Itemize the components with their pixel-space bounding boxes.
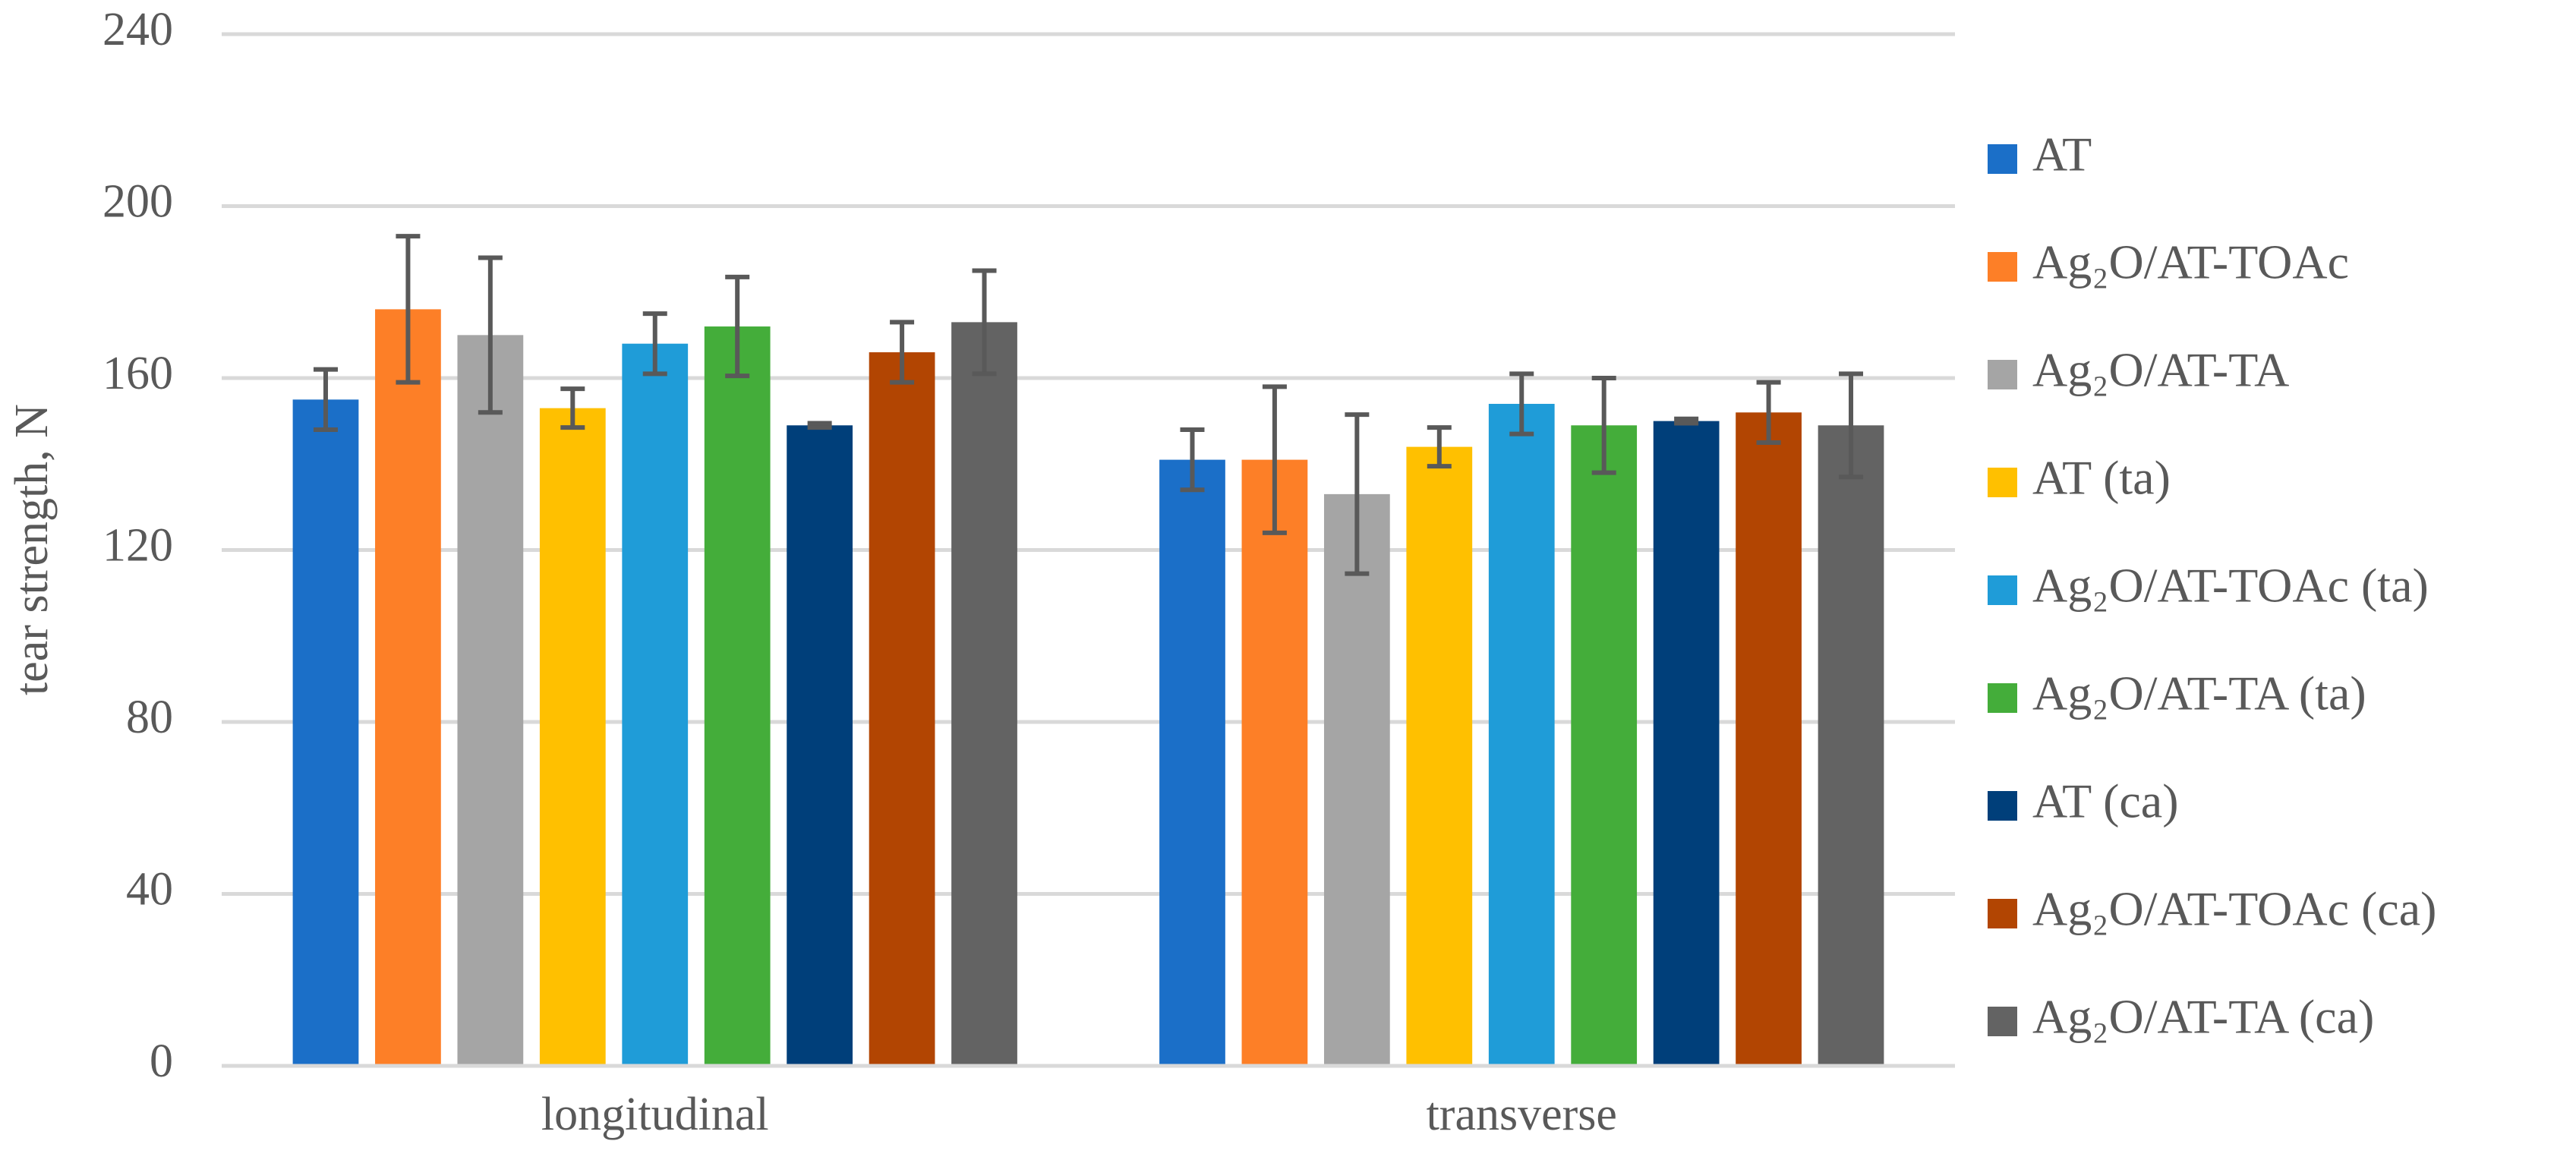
legend-swatch [1988, 683, 2017, 713]
legend-label: AT [2032, 128, 2092, 181]
error-bar [1345, 412, 1370, 576]
legend-label: AT (ca) [2032, 774, 2179, 828]
y-tick-label: 160 [102, 348, 173, 399]
legend-label: Ag₂O/AT-TA [2032, 343, 2289, 397]
legend-label: Ag₂O/AT-TOAc (ta) [2032, 559, 2429, 613]
bar [457, 335, 524, 1066]
y-axis-label: tear strength, N [6, 404, 58, 695]
legend-swatch [1988, 575, 2017, 605]
bar [1488, 403, 1555, 1066]
error-bar [890, 320, 915, 385]
bar [1323, 493, 1390, 1066]
legend-swatch [1988, 360, 2017, 389]
y-tick-label: 240 [102, 4, 173, 55]
error-bar [1756, 380, 1781, 445]
legend-label: Ag₂O/AT-TA (ca) [2032, 990, 2374, 1044]
legend-swatch [1988, 899, 2017, 928]
bar [292, 399, 359, 1066]
error-bar [396, 234, 421, 385]
error-bar [313, 367, 338, 432]
legend-swatch [1988, 144, 2017, 174]
bar [951, 322, 1017, 1066]
x-tick-label: longitudinal [541, 1089, 769, 1140]
error-bar [1427, 425, 1452, 469]
bar [704, 326, 771, 1066]
legend-swatch [1988, 252, 2017, 282]
error-bar [642, 311, 667, 377]
y-tick-label: 120 [102, 520, 173, 572]
legend-label: AT (ta) [2032, 451, 2171, 505]
bar [1818, 425, 1884, 1066]
y-tick-label: 80 [126, 692, 173, 743]
y-tick-label: 0 [150, 1035, 173, 1087]
bar [869, 352, 935, 1066]
legend-label: Ag₂O/AT-TOAc [2032, 235, 2349, 289]
bar [1653, 421, 1720, 1066]
error-bar [1674, 416, 1699, 426]
error-bar [972, 268, 997, 377]
bar [1406, 446, 1473, 1066]
error-bar [560, 386, 585, 430]
bar [1241, 459, 1308, 1066]
bar [622, 343, 689, 1066]
error-bar [1509, 371, 1534, 437]
bar [1159, 459, 1225, 1066]
bar [1571, 425, 1638, 1066]
error-bar [725, 274, 750, 379]
bar [539, 408, 606, 1066]
error-bar [478, 255, 503, 415]
y-tick-label: 40 [126, 864, 173, 916]
legend-label: Ag₂O/AT-TOAc (ca) [2032, 882, 2436, 936]
error-bar [1262, 384, 1287, 535]
legend-swatch [1988, 468, 2017, 497]
legend-label: Ag₂O/AT-TA (ta) [2032, 667, 2366, 720]
error-bar [1180, 427, 1205, 493]
x-tick-label: transverse [1427, 1089, 1617, 1140]
error-bar [1591, 376, 1616, 475]
legend-swatch [1988, 791, 2017, 821]
legend-swatch [1988, 1007, 2017, 1036]
bar [787, 425, 853, 1066]
error-bar [1839, 371, 1864, 480]
bar [375, 309, 441, 1066]
error-bar [807, 421, 832, 430]
y-tick-label: 200 [102, 176, 173, 228]
bar [1736, 412, 1802, 1066]
